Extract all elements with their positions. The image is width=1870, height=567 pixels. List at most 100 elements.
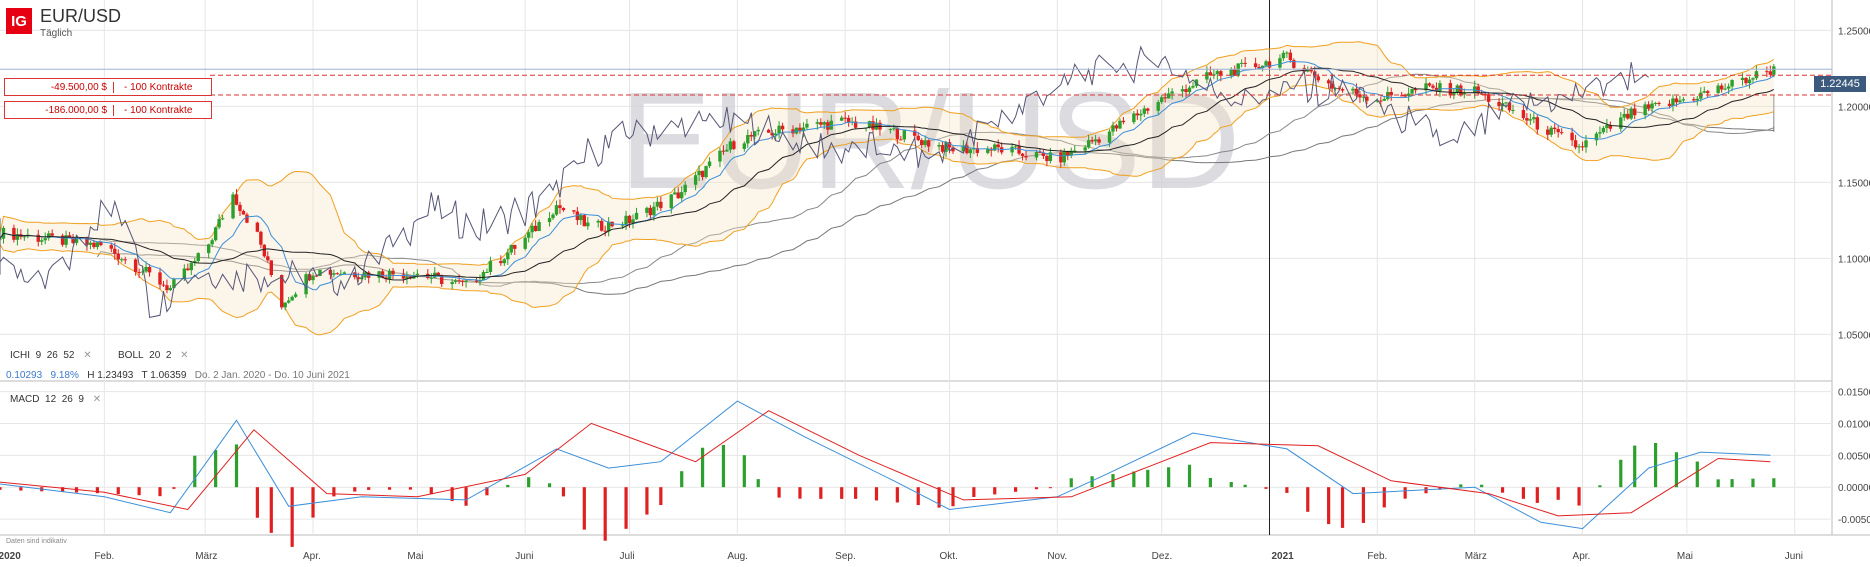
candle-body [217, 219, 221, 228]
candle-body [234, 194, 239, 205]
x-tick-label: 2020 [0, 551, 21, 562]
candle-body [916, 135, 920, 141]
candle-body [1716, 85, 1720, 94]
candle-body [1093, 139, 1098, 142]
macd-histogram-bar [0, 487, 2, 490]
macd-histogram-bar [1480, 484, 1484, 488]
candle-body [537, 222, 541, 232]
candle-body [846, 117, 851, 123]
candle-body [213, 227, 218, 241]
candle-body [1365, 96, 1369, 101]
macd-histogram-bar [993, 487, 997, 495]
candle-body [853, 121, 858, 128]
candle-body [1069, 150, 1073, 156]
macd-name: MACD [10, 394, 40, 405]
macd-histogram-bar [193, 455, 197, 488]
price-lines [0, 45, 1832, 318]
candle-body [120, 259, 124, 261]
candle-body [1455, 85, 1460, 93]
candle-body [262, 244, 267, 257]
x-tick-label: Juli [620, 551, 635, 562]
candle-body [231, 194, 235, 219]
candle-body [133, 259, 138, 273]
macd-histogram-bar [972, 487, 976, 497]
candle-body [603, 230, 607, 232]
candle-body [335, 273, 340, 275]
bollinger-bands [0, 41, 1775, 336]
y-tick-label: 1.10000 [1838, 254, 1870, 265]
candle-body [1399, 95, 1404, 97]
candle-body [40, 240, 44, 242]
candle-body [165, 285, 169, 291]
candle-body [1681, 99, 1686, 101]
candle-body [1340, 89, 1345, 91]
candle-body [1476, 86, 1480, 94]
candle-body [582, 215, 587, 227]
macd-histogram-bar [234, 444, 239, 488]
candle-body [819, 122, 823, 125]
candle-body [1452, 92, 1456, 96]
candle-body [307, 274, 312, 281]
macd-histogram-bar [1653, 442, 1658, 488]
candle-body [968, 149, 973, 154]
candle-body [1594, 133, 1599, 141]
macd-panel [0, 400, 1776, 547]
candle-body [1020, 153, 1025, 157]
high-value: 1.23493 [97, 370, 134, 381]
macd-histogram-bar [819, 487, 823, 499]
candle-body [596, 220, 600, 223]
candle-body [1260, 65, 1265, 69]
candle-body [1744, 77, 1748, 84]
candle-body [620, 225, 625, 227]
candle-body [937, 145, 941, 147]
order-line-2[interactable]: -186.000,00 $ - 100 Kontrakte [4, 101, 212, 119]
candle-body [377, 271, 381, 278]
candle-body [1406, 93, 1411, 96]
close-icon[interactable]: ✕ [83, 350, 92, 361]
candle-body [753, 131, 757, 137]
order-line-1[interactable]: -49.500,00 $ - 100 Kontrakte [4, 78, 212, 96]
candle-body [391, 270, 395, 275]
macd-histogram-bar [742, 455, 746, 488]
candle-body [293, 294, 298, 297]
candle-body [902, 130, 907, 140]
macd-histogram-bar [1340, 487, 1345, 528]
candle-body [220, 218, 225, 220]
close-icon[interactable]: ✕ [180, 350, 189, 361]
candle-body [867, 121, 872, 128]
candle-body [826, 122, 830, 130]
candle-body [742, 143, 747, 149]
candle-body [123, 259, 127, 261]
candle-body [64, 235, 68, 245]
candle-body [0, 238, 2, 240]
ichi-indicator[interactable]: ICHI 9 26 52 ✕ [10, 350, 92, 361]
timeframe-label[interactable]: Täglich [40, 28, 73, 39]
macd-indicator[interactable]: MACD 12 26 9 ✕ [10, 394, 101, 405]
macd-p2: 26 [61, 394, 73, 405]
candle-body [238, 204, 242, 211]
candle-body [1747, 79, 1752, 84]
candle-body [1163, 97, 1167, 99]
candle-body [290, 296, 294, 301]
macd-histogram-bar [1285, 487, 1289, 493]
candle-body [1142, 108, 1146, 114]
macd-histogram-bar [95, 487, 99, 494]
close-icon[interactable]: ✕ [92, 394, 102, 405]
candle-body [1740, 77, 1745, 80]
macd-histogram-bar [561, 487, 566, 497]
candle-body [1549, 127, 1553, 135]
candle-body [60, 235, 65, 245]
candle-body [1379, 100, 1383, 102]
macd-histogram-bar [1556, 487, 1560, 500]
candle-body [415, 273, 420, 276]
candle-body [791, 129, 795, 134]
candle-body [259, 231, 263, 245]
boll-indicator[interactable]: BOLL 20 2 ✕ [118, 350, 189, 361]
candle-body [892, 128, 896, 130]
macd-histogram-bar [1521, 487, 1526, 499]
candle-body [74, 237, 79, 243]
macd-histogram-bar [854, 487, 858, 499]
candle-body [951, 147, 955, 152]
candle-body [1601, 127, 1606, 133]
